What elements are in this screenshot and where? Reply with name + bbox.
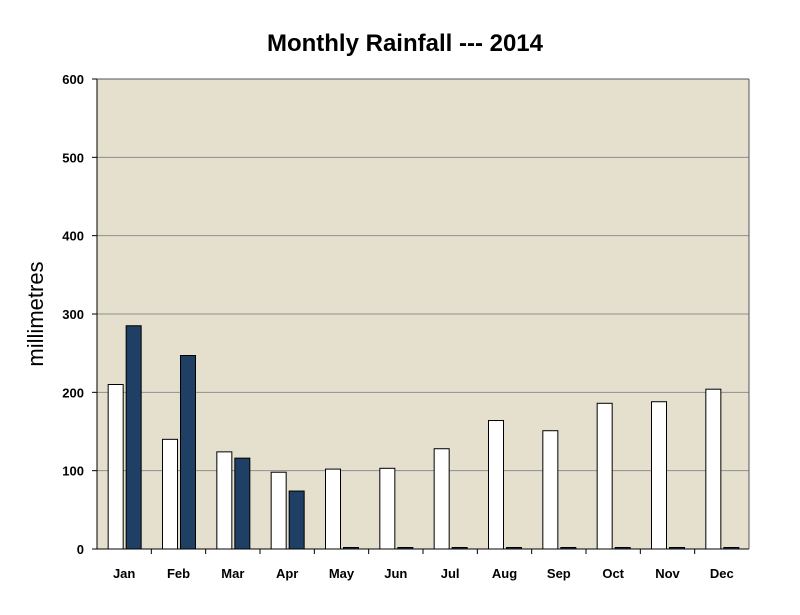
bar xyxy=(162,438,178,550)
bar xyxy=(651,401,667,550)
x-tick-label: Nov xyxy=(655,566,680,581)
x-tick-label: Apr xyxy=(276,566,298,581)
x-tick-label: Jun xyxy=(384,566,407,581)
y-tick-label: 200 xyxy=(62,385,84,400)
bar xyxy=(379,467,396,550)
bar xyxy=(433,448,450,550)
bar xyxy=(542,430,559,550)
bar xyxy=(288,490,305,550)
y-tick-labels: 0 100 200 300 400 500 600 xyxy=(62,72,84,557)
bar xyxy=(270,471,287,550)
y-tick-label: 300 xyxy=(62,307,84,322)
bar xyxy=(216,451,233,550)
y-tick-label: 400 xyxy=(62,229,84,244)
y-tick-label: 0 xyxy=(77,542,84,557)
bar xyxy=(234,457,251,550)
bar xyxy=(180,355,196,550)
x-tick-label: Mar xyxy=(221,566,244,581)
x-tick-label: Aug xyxy=(492,566,517,581)
chart-title: Monthly Rainfall --- 2014 xyxy=(266,30,544,57)
bar xyxy=(107,384,124,550)
x-tick-label: Jan xyxy=(113,566,135,581)
bar xyxy=(325,468,341,550)
x-tick-label: Sep xyxy=(547,566,571,581)
x-tick-label: May xyxy=(329,566,355,581)
bar xyxy=(488,420,504,550)
y-tick-label: 100 xyxy=(62,464,84,479)
x-tick-label: Jul xyxy=(441,566,460,581)
x-tick-label: Feb xyxy=(167,566,190,581)
bar xyxy=(705,388,722,550)
axes xyxy=(96,78,750,550)
x-tick-label: Dec xyxy=(710,566,734,581)
y-tick-label: 600 xyxy=(62,72,84,87)
bar xyxy=(125,325,142,550)
y-tick-label: 500 xyxy=(62,150,84,165)
bar xyxy=(596,402,613,550)
x-tick-labels: Jan Feb Mar Apr May Jun Jul Aug Sep Oct Nov Dec xyxy=(113,566,734,581)
x-tick-label: Oct xyxy=(602,566,624,581)
